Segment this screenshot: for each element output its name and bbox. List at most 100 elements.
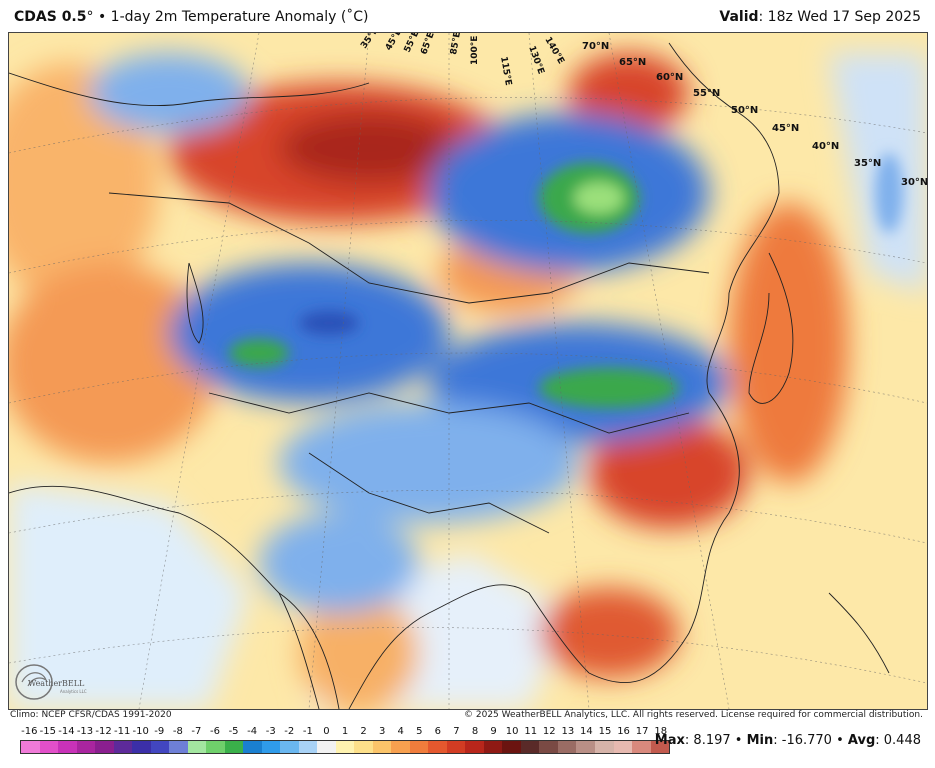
colorbar-tick-label: 10 xyxy=(505,726,519,737)
colorbar-swatch xyxy=(557,741,577,753)
lat-label-30n: 30°N xyxy=(901,177,927,188)
colorbar-swatch xyxy=(280,741,299,753)
model-suffix: ° xyxy=(86,9,94,25)
valid-value: : 18z Wed 17 Sep 2025 xyxy=(758,9,921,25)
colorbar-swatch xyxy=(650,741,670,753)
colorbar-tick-label: -3 xyxy=(265,726,276,737)
colorbar-tick-label: 7 xyxy=(453,726,460,737)
colorbar-tick-label: 16 xyxy=(617,726,630,737)
avg-value: : 0.448 xyxy=(875,733,921,748)
graticule-line xyxy=(9,220,927,274)
logo-swirl-icon xyxy=(15,664,53,700)
strong-anomaly-cores xyxy=(229,153,903,408)
graticule-line xyxy=(9,490,927,544)
far-east-warm-anomaly xyxy=(569,53,689,133)
border-line xyxy=(308,452,550,534)
title-bullet: • xyxy=(93,9,111,25)
logo-swirl-inner-icon xyxy=(21,672,48,687)
lat-label-50n: 50°N xyxy=(731,105,758,116)
colorbar-tick-label: -15 xyxy=(39,726,57,737)
colorbar-swatch xyxy=(335,741,355,753)
colorbar-tick-label: 9 xyxy=(490,726,497,737)
copyright-note: © 2025 WeatherBELL Analytics, LLC. All r… xyxy=(464,710,923,720)
lon-label-100e: 100°E xyxy=(470,36,480,65)
arabian-sea-region xyxy=(9,483,249,709)
colorbar-legend: -16 -15 -14 -13 -12 -11 -10 -9 -8 -7 -6 -5 -4 -3 -2 -1 0… xyxy=(20,726,670,766)
colorbar-swatch xyxy=(502,741,521,753)
colorbar-swatch xyxy=(206,741,225,753)
colorbar-swatch xyxy=(317,741,336,753)
lon-label-85e: 85°E xyxy=(449,33,463,56)
lat-label-55n: 55°N xyxy=(693,88,720,99)
colorbar-tick-label: 4 xyxy=(397,726,404,737)
colorbar-swatch xyxy=(539,741,558,753)
colorbar-swatch xyxy=(446,741,466,753)
colorbar-tick-label: 2 xyxy=(360,726,367,737)
tibet-cool-region xyxy=(279,403,579,523)
lat-label-60n: 60°N xyxy=(656,72,683,83)
colorbar-swatch xyxy=(354,741,373,753)
china-warm-anomaly xyxy=(589,418,749,528)
central-asia-cool-anomaly xyxy=(169,263,449,403)
stats-separator: • xyxy=(730,733,747,748)
colorbar-swatch xyxy=(483,741,503,753)
logo-text: WeatherBELL xyxy=(28,679,85,688)
colorbar-swatch xyxy=(298,741,318,753)
colorbar-tick-label: 6 xyxy=(434,726,442,737)
colorbar-tick-label: 1 xyxy=(341,726,349,737)
colorbar-swatch xyxy=(465,741,484,753)
colorbar-tick-label: 5 xyxy=(416,726,423,737)
japan-islands xyxy=(748,252,794,404)
colorbar-swatch xyxy=(372,741,392,753)
stats-separator: • xyxy=(831,733,848,748)
siberia-light-green-core xyxy=(574,182,624,214)
india-cool-region xyxy=(259,513,419,613)
scandinavia-cool-region xyxy=(89,53,249,133)
valid-label: Valid xyxy=(719,9,759,25)
colorbar-swatch xyxy=(187,741,207,753)
colorbar-tick-label: 15 xyxy=(598,726,612,737)
colorbar-swatch xyxy=(58,741,77,753)
lat-label-35n: 35°N xyxy=(854,158,881,169)
asia-deep-blue-core xyxy=(299,311,359,335)
logo-subtext: Analytics LLC xyxy=(60,689,87,694)
colorbar-swatch xyxy=(391,741,410,753)
weatherbell-logo: WeatherBELL Analytics LLC xyxy=(15,664,87,700)
colorbar-swatch xyxy=(576,741,595,753)
graticule-line xyxy=(528,33,590,709)
graticule xyxy=(9,33,927,709)
colorbar-tick-label: 18 xyxy=(654,726,668,737)
colorbar-swatch xyxy=(224,741,244,753)
arabia-coast xyxy=(9,485,320,709)
colorbar-tick-label: -6 xyxy=(210,726,220,737)
colorbar-swatch xyxy=(169,741,188,753)
colorbar-swatch xyxy=(132,741,151,753)
colorbar-swatch xyxy=(21,741,40,753)
colorbar-tick-label: -5 xyxy=(228,726,239,737)
colorbar-tick-label: -11 xyxy=(113,726,131,737)
bay-of-bengal-coast xyxy=(348,584,590,709)
colorbar-swatch xyxy=(520,741,540,753)
colorbar-swatch xyxy=(613,741,633,753)
colorbar-tick-label: -12 xyxy=(95,726,112,737)
colorbar-tick-label: 17 xyxy=(635,726,649,737)
colorbar-tick-label: 14 xyxy=(580,726,593,737)
graticule-line xyxy=(308,33,370,709)
colorbar-tick-label: -7 xyxy=(191,726,202,737)
india-west-coast xyxy=(278,592,340,709)
header-bar: CDAS 0.5° • 1-day 2m Temperature Anomaly… xyxy=(0,0,935,32)
graticule-line xyxy=(9,627,927,684)
colorbar-tick-label: -14 xyxy=(58,726,75,737)
colorbar-tick-label: 3 xyxy=(378,726,386,737)
avg-label: Avg xyxy=(847,733,876,748)
colorbar-tick-label: -13 xyxy=(76,726,94,737)
product-title: CDAS 0.5° • 1-day 2m Temperature Anomaly… xyxy=(14,9,369,25)
middle-east-warm-region xyxy=(9,263,219,463)
colorbar-tick-label: -10 xyxy=(132,726,149,737)
colorbar-tick-label: -9 xyxy=(154,726,165,737)
border-line xyxy=(108,192,710,304)
pacific-blue-streak xyxy=(875,153,903,233)
colorbar-swatches xyxy=(20,740,670,754)
colorbar-swatch xyxy=(150,741,170,753)
colorbar-labels: -16 -15 -14 -13 -12 -11 -10 -9 -8 -7 -6 -5 -4 -3 -2 -1 0… xyxy=(20,726,670,740)
